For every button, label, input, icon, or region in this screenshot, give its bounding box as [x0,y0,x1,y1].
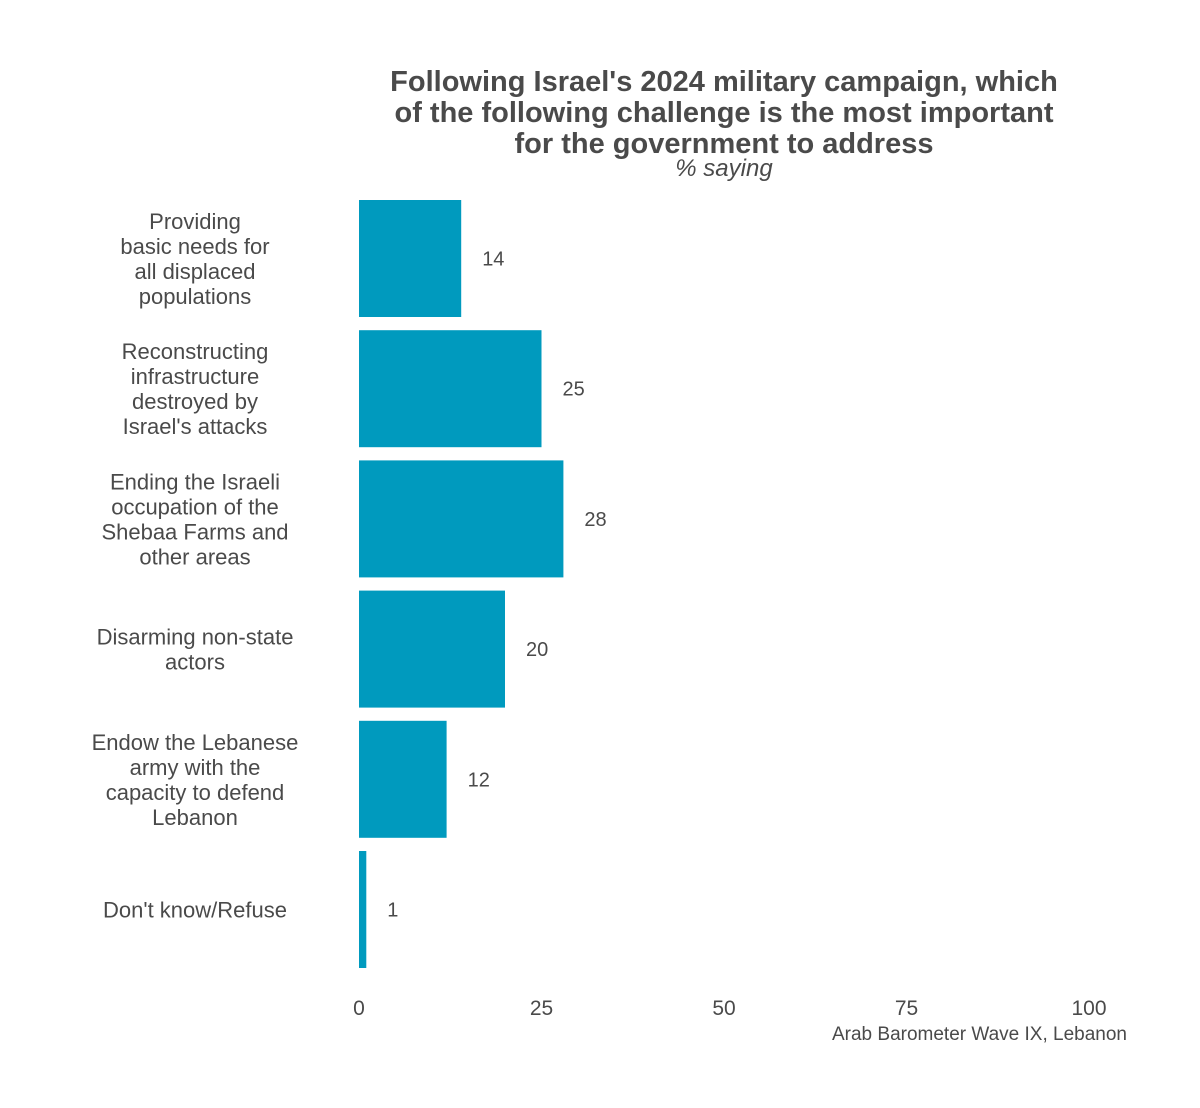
x-tick-label: 75 [895,997,918,1020]
bar [359,590,505,708]
chart-title-line: for the government to address [515,128,934,160]
category-label: Shebaa Farms and [101,519,288,544]
chart-title-line: Following Israel's 2024 military campaig… [390,66,1058,98]
category-label: basic needs for [120,234,269,259]
category-label: Ending the Israeli [110,469,280,494]
category-label: actors [165,650,225,675]
category-label: all displaced [134,259,255,284]
data-label: 14 [482,249,504,271]
bar [359,851,367,968]
data-label: 28 [584,509,606,531]
category-label: Providing [149,209,241,234]
bar [359,460,564,578]
category-label: destroyed by [132,389,258,414]
data-label: 12 [468,769,490,791]
data-label: 25 [563,379,585,401]
category-label: infrastructure [131,364,259,389]
chart-title-line: of the following challenge is the most i… [395,97,1054,129]
bar [359,330,542,448]
data-label: 20 [526,639,548,661]
category-label: Don't know/Refuse [103,898,287,923]
x-tick-label: 50 [712,997,735,1020]
category-label: Disarming non-state [97,625,294,650]
bar [359,720,447,838]
x-tick-label: 100 [1071,997,1106,1020]
category-label: Endow the Lebanese [92,730,299,755]
category-label: capacity to defend [106,780,285,805]
category-label: army with the [130,755,261,780]
source-caption: Arab Barometer Wave IX, Lebanon [832,1024,1127,1045]
bar [359,200,462,317]
category-label: Reconstructing [122,339,269,364]
category-label: Israel's attacks [123,414,268,439]
category-label: populations [139,284,252,309]
x-tick-label: 0 [353,997,365,1020]
category-label: Lebanon [152,805,238,830]
category-label: occupation of the [111,494,279,519]
x-tick-label: 25 [530,997,553,1020]
chart-subtitle: % saying [675,155,773,182]
data-label: 1 [387,900,398,922]
category-label: other areas [139,544,250,569]
